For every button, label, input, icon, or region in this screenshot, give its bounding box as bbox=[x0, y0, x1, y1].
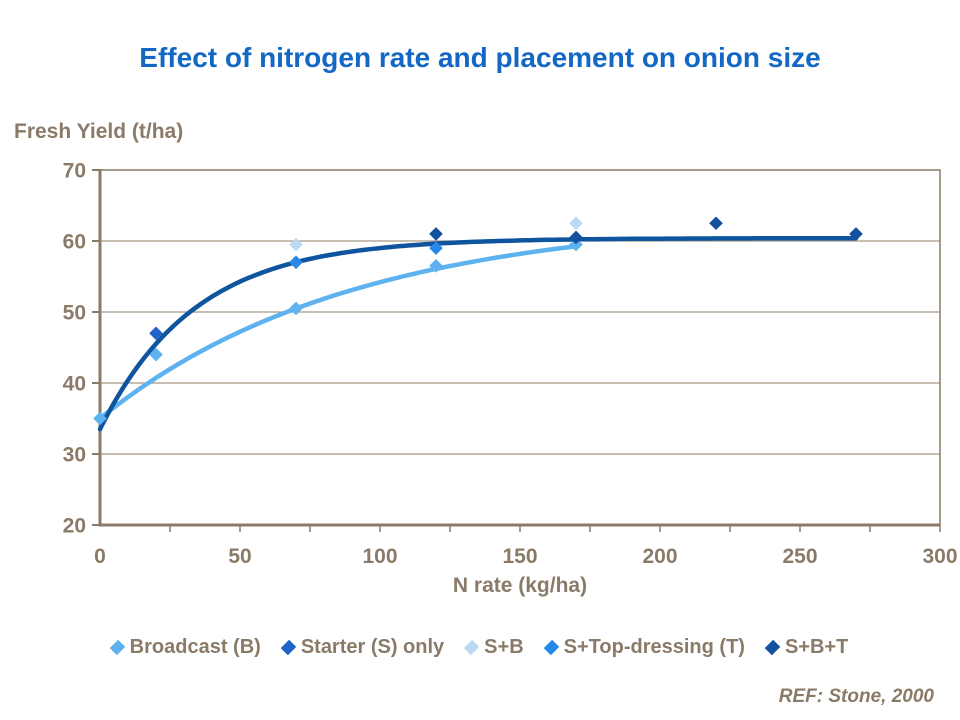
y-tick-label-40: 40 bbox=[63, 373, 86, 396]
y-axis-title: Fresh Yield (t/ha) bbox=[14, 120, 184, 143]
legend-diamond-icon bbox=[764, 639, 781, 656]
x-tick-label-0: 0 bbox=[94, 545, 106, 568]
legend-label: S+Top-dressing (T) bbox=[563, 636, 745, 658]
legend-item-4: S+B+T bbox=[764, 636, 849, 659]
legend-diamond-icon bbox=[280, 639, 297, 656]
data-point-series-2 bbox=[289, 237, 303, 252]
x-tick-label-50: 50 bbox=[228, 545, 251, 568]
data-point-series-3 bbox=[289, 255, 303, 270]
x-tick-label-100: 100 bbox=[362, 545, 397, 568]
legend-item-1: Starter (S) only bbox=[280, 636, 445, 659]
data-point-series-3 bbox=[429, 241, 443, 255]
reference-note: REF: Stone, 2000 bbox=[778, 686, 934, 707]
x-tick-label-300: 300 bbox=[922, 545, 957, 568]
chart-legend: Broadcast (B) Starter (S) only S+B S+Top-dr… bbox=[0, 636, 960, 659]
legend-diamond-icon bbox=[109, 639, 125, 656]
data-point-series-0 bbox=[429, 259, 443, 273]
x-tick-label-150: 150 bbox=[502, 545, 537, 568]
data-point-series-1 bbox=[149, 326, 163, 341]
data-point-series-4 bbox=[849, 227, 863, 241]
data-point-series-4 bbox=[569, 230, 583, 245]
trend-curve-s-b-t-fit bbox=[97, 235, 859, 432]
data-point-series-0 bbox=[149, 347, 163, 362]
plot-border bbox=[99, 169, 941, 526]
legend-label: Starter (S) only bbox=[300, 636, 445, 658]
y-tick-label-30: 30 bbox=[63, 444, 86, 467]
legend-diamond-icon bbox=[463, 639, 480, 656]
x-tick-label-200: 200 bbox=[642, 545, 677, 568]
data-point-series-0 bbox=[93, 411, 107, 426]
legend-label: S+B+T bbox=[784, 636, 849, 658]
y-tick-label-20: 20 bbox=[63, 515, 86, 538]
y-tick-label-50: 50 bbox=[63, 302, 86, 325]
y-tick-label-60: 60 bbox=[63, 231, 86, 254]
data-point-series-4 bbox=[429, 227, 443, 241]
legend-diamond-icon bbox=[543, 639, 559, 656]
x-axis-title: N rate (kg/ha) bbox=[452, 574, 588, 597]
legend-label: Broadcast (B) bbox=[129, 636, 261, 658]
legend-label: S+B bbox=[484, 636, 524, 658]
data-point-series-0 bbox=[289, 301, 303, 316]
legend-item-2: S+B bbox=[463, 636, 524, 659]
data-point-series-4 bbox=[709, 216, 723, 231]
data-point-series-0 bbox=[569, 237, 583, 252]
legend-item-0: Broadcast (B) bbox=[109, 636, 261, 659]
y-tick-label-70: 70 bbox=[63, 160, 86, 183]
x-tick-label-250: 250 bbox=[782, 545, 817, 568]
chart-title: Effect of nitrogen rate and placement on… bbox=[139, 42, 821, 73]
data-point-series-2 bbox=[569, 216, 583, 231]
trend-curve-broadcast-fit bbox=[97, 244, 579, 421]
legend-item-3: S+Top-dressing (T) bbox=[543, 636, 745, 659]
